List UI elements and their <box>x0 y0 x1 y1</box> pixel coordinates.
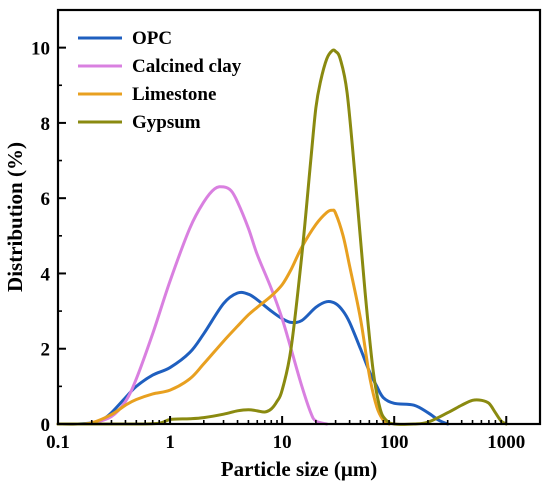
legend: OPC Calcined clay Limestone Gypsum <box>78 28 242 133</box>
series-line-calcined-clay <box>56 185 329 426</box>
x-tick-label: 100 <box>380 432 409 453</box>
plot-frame <box>56 8 542 426</box>
y-tick-label: 4 <box>41 264 51 285</box>
series-line-limestone <box>56 208 391 426</box>
legend-label-calcined-clay: Calcined clay <box>132 56 242 77</box>
x-tick-label: 1 <box>165 432 175 453</box>
y-tick-label: 8 <box>41 114 51 135</box>
legend-label-gypsum: Gypsum <box>132 112 201 133</box>
ticks-layer: 0.1 1 10 100 1000 0 2 4 6 8 10 <box>31 39 525 453</box>
x-axis-title: Particle size (μm) <box>221 457 378 481</box>
y-tick-label: 6 <box>41 189 51 210</box>
y-axis-title: Distribution (%) <box>3 142 27 292</box>
x-tick-label: 10 <box>273 432 292 453</box>
legend-label-limestone: Limestone <box>132 84 216 105</box>
y-tick-label: 10 <box>31 39 50 60</box>
x-tick-label: 1000 <box>487 432 525 453</box>
y-tick-label: 0 <box>41 415 51 436</box>
series-line-gypsum <box>56 48 508 426</box>
legend-label-opc: OPC <box>132 28 172 49</box>
series-layer <box>56 48 508 426</box>
y-tick-label: 2 <box>41 340 51 361</box>
x-tick-label: 0.1 <box>46 432 70 453</box>
